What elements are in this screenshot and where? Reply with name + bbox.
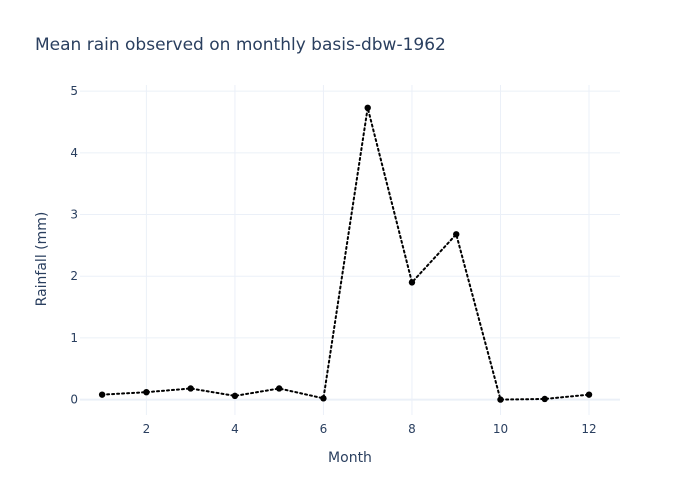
- data-point: [231, 392, 239, 400]
- x-axis-ticks: 2 4 6 8 10 12: [143, 422, 597, 436]
- data-point: [497, 396, 504, 403]
- y-tick-label: 1: [70, 331, 78, 345]
- x-tick-label: 4: [231, 422, 239, 436]
- y-tick-label: 4: [70, 146, 78, 160]
- x-tick-label: 2: [143, 422, 151, 436]
- data-point: [585, 391, 593, 398]
- x-tick-label: 6: [320, 422, 328, 436]
- series-line: [101, 107, 591, 401]
- data-point: [364, 104, 371, 112]
- y-tick-label: 2: [70, 269, 78, 283]
- data-point: [408, 279, 416, 286]
- data-point: [187, 385, 194, 392]
- data-point: [541, 395, 548, 403]
- y-axis-ticks: 0 1 2 3 4 5: [70, 84, 78, 406]
- plot-area: [98, 104, 593, 403]
- x-tick-label: 10: [493, 422, 508, 436]
- x-axis-title: Month: [328, 450, 372, 466]
- x-tick-label: 8: [408, 422, 416, 436]
- chart-title: Mean rain observed on monthly basis-dbw-…: [35, 35, 446, 55]
- data-point: [275, 385, 283, 392]
- y-tick-label: 0: [70, 393, 78, 407]
- y-axis-title: Rainfall (mm): [34, 212, 50, 307]
- grid: [80, 85, 620, 415]
- data-point: [98, 391, 106, 398]
- y-tick-label: 3: [70, 208, 78, 222]
- data-point: [320, 395, 327, 402]
- data-point: [453, 231, 460, 238]
- data-point: [143, 388, 150, 396]
- x-tick-label: 12: [581, 422, 596, 436]
- y-tick-label: 5: [70, 84, 78, 98]
